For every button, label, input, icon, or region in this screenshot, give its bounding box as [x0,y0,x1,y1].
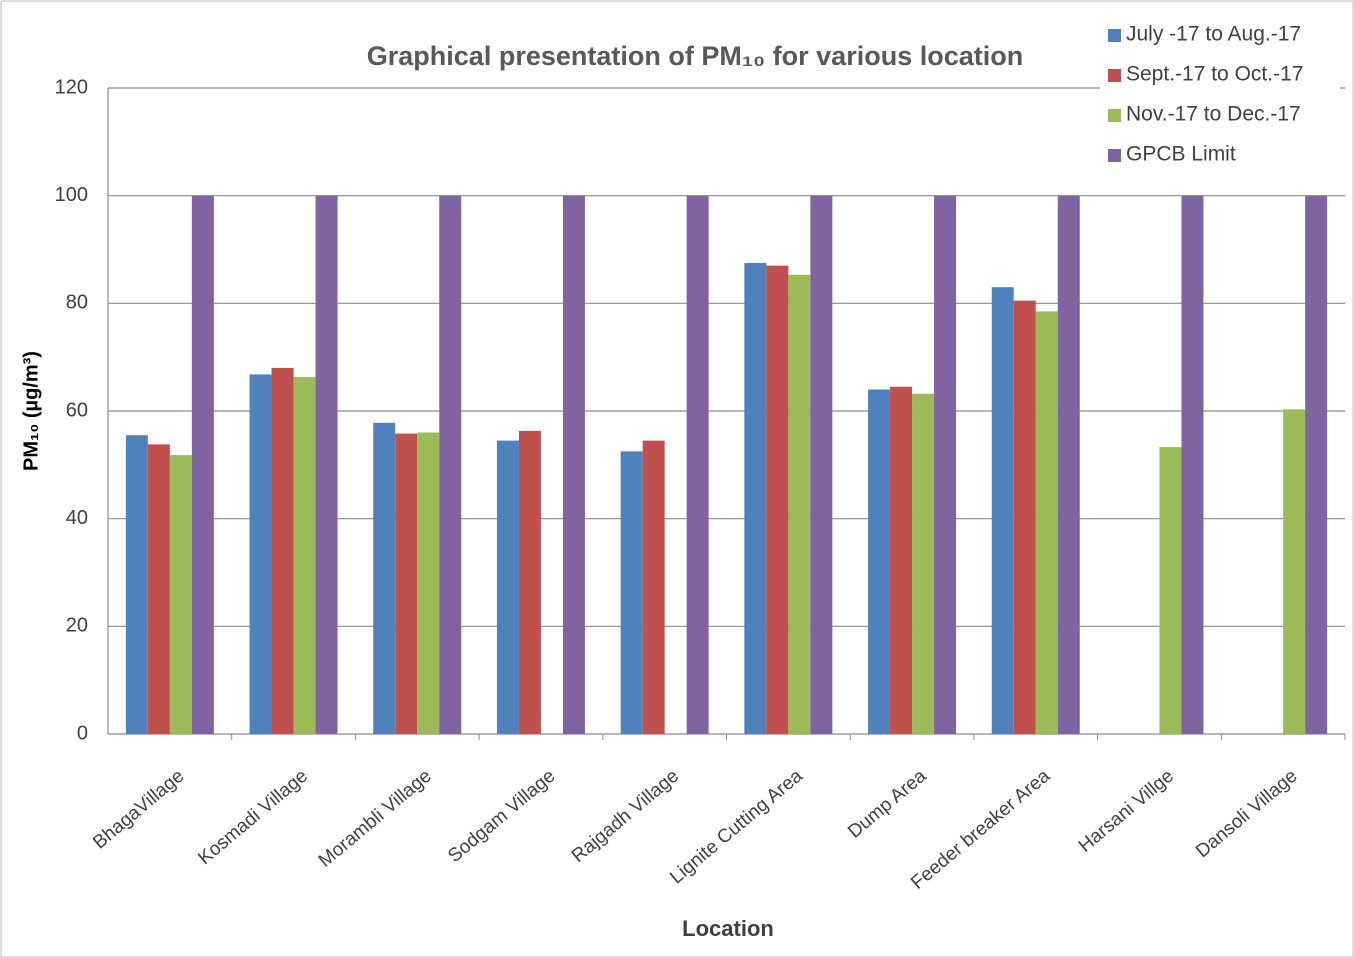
x-axis-label: Location [682,916,774,941]
legend-label: July -17 to Aug.-17 [1126,23,1301,46]
legend-swatch [1108,69,1121,82]
bar [868,389,891,734]
bar [439,195,462,734]
bar [271,367,294,734]
bar [1057,195,1080,734]
chart-title: Graphical presentation of PM₁₀ for vario… [367,41,1023,71]
bar [1013,300,1036,734]
bar [1035,311,1058,734]
bar [147,444,170,734]
bar [744,262,767,734]
bar [991,287,1014,734]
bar [169,455,192,734]
bar [890,386,913,734]
y-tick-label: 120 [55,76,88,98]
legend-swatch [1108,29,1121,42]
bar [1305,195,1328,734]
bar [249,374,272,734]
bar [518,430,541,734]
legend-label: Sept.-17 to Oct.-17 [1126,63,1303,86]
bar [788,274,811,734]
bar [1159,447,1182,734]
legend-label: GPCB Limit [1126,143,1236,166]
bar [562,195,585,734]
bar [686,195,709,734]
bar [912,393,935,734]
y-tick-label: 40 [66,507,88,529]
bar [1283,409,1306,734]
bar [934,195,957,734]
y-axis-label: PM₁₀ (µg/m³) [20,351,42,471]
bar [642,440,665,734]
bar [766,265,789,734]
bar [191,195,214,734]
y-tick-label: 60 [66,399,88,421]
bar [125,435,148,734]
y-tick-label: 100 [55,184,88,206]
bar [315,195,338,734]
bar [496,440,519,734]
legend-label: Nov.-17 to Dec.-17 [1126,103,1301,126]
bar [417,432,440,734]
bar [395,433,418,734]
legend-swatch [1108,109,1121,122]
legend-swatch [1108,149,1121,162]
bar [373,422,396,734]
y-tick-label: 80 [66,292,88,314]
y-tick-label: 20 [66,615,88,637]
bar [1181,195,1204,734]
bar [293,377,316,734]
bar [810,195,833,734]
y-tick-label: 0 [77,722,88,744]
bar [620,451,643,734]
legend-box [1100,13,1340,181]
